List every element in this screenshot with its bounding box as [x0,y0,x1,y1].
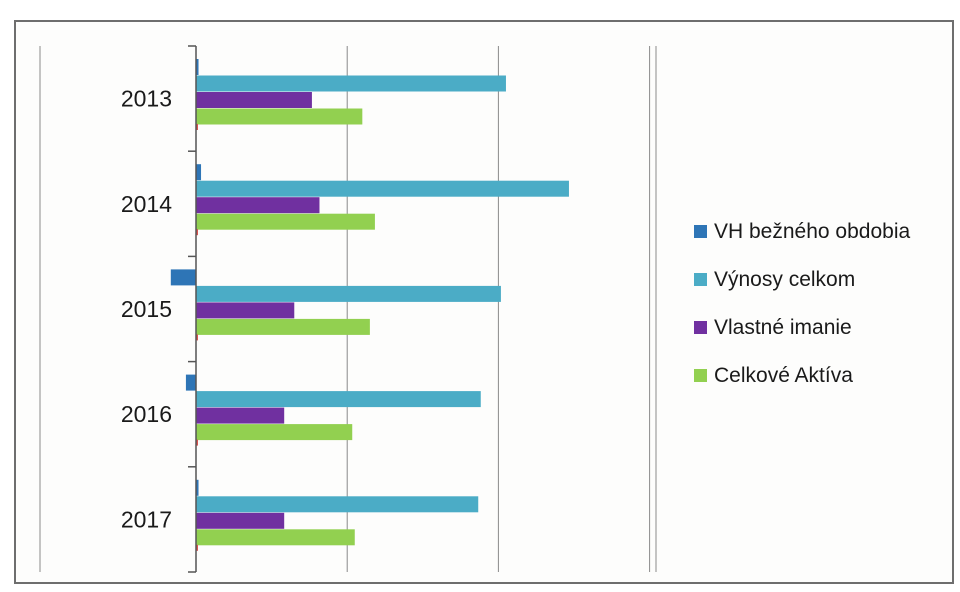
axis-mark-2014 [196,229,198,236]
bar-2013-s3 [196,108,363,125]
axis-mark-2013 [196,124,198,130]
bar-2015-s2 [196,302,295,319]
category-label: 2016 [121,401,172,427]
legend-swatch [694,369,707,382]
category-axis [188,45,197,573]
category-label: 2017 [121,506,172,532]
legend-label: Výnosy celkom [714,268,855,291]
bar-2016-s1 [196,391,481,408]
axis-mark-2017 [196,544,198,551]
bar-2016-s2 [196,407,285,424]
bar-2017-s2 [196,512,285,529]
bar-2014-s3 [196,213,375,230]
bar-2013-s0 [196,59,199,75]
bar-2014-s1 [196,180,569,197]
bar-2013-s2 [196,92,312,108]
bars [170,59,569,551]
bar-2014-s0 [196,164,202,181]
chart-frame [14,20,954,584]
bar-2017-s1 [196,496,479,513]
legend-label: VH bežného obdobia [714,220,910,243]
category-label: 2013 [121,86,172,112]
legend-label: Vlastné imanie [714,316,852,339]
category-label: 2014 [121,191,172,217]
legend: VH bežného obdobia Výnosy celkom Vlastné i… [694,220,910,387]
legend-label: Celkové Aktíva [714,364,853,387]
bar-2015-s1 [196,285,501,302]
legend-swatch [694,321,707,334]
gridlines [39,46,657,572]
bar-2016-s3 [196,424,353,441]
bar-2017-s3 [196,529,355,546]
bar-2015-s3 [196,318,370,335]
bar-2014-s2 [196,197,320,214]
bar-2017-s0 [196,479,199,496]
axis-mark-2015 [196,334,198,341]
legend-swatch [694,273,707,286]
category-labels: 2013 2014 2015 2016 2017 [121,86,172,533]
axis-mark-2016 [196,439,198,446]
category-label: 2015 [121,296,172,322]
bar-2016-s0 [185,374,196,391]
legend-swatch [694,225,707,238]
bar-2013-s1 [196,75,506,92]
bar-2015-s0 [170,269,196,286]
